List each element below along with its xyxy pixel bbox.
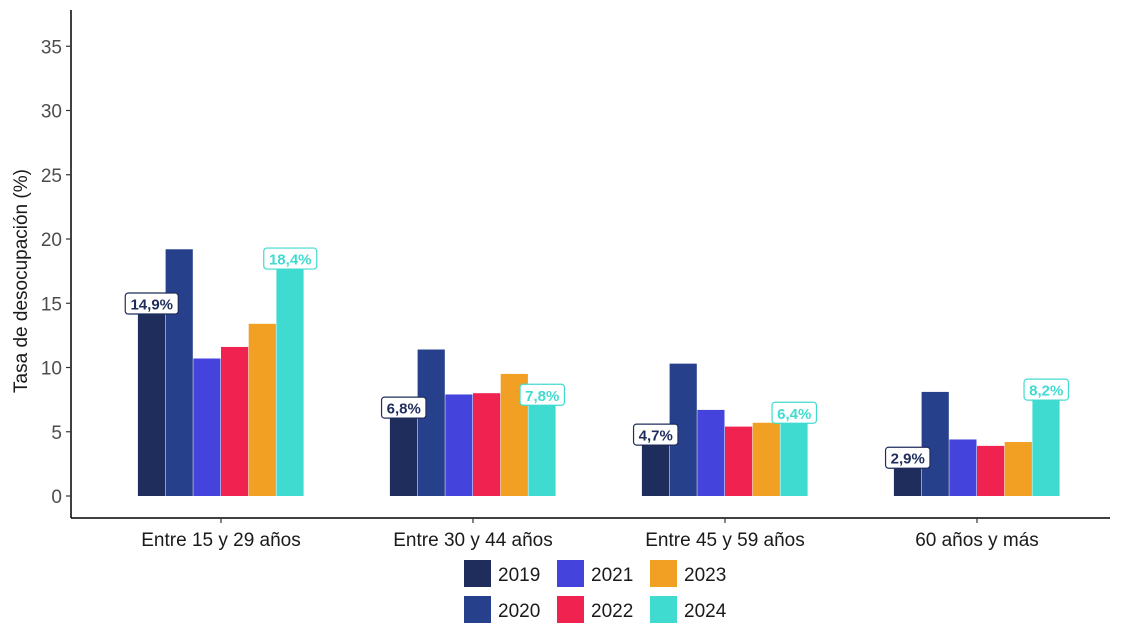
y-tick-label: 20 (41, 230, 62, 251)
bar-2019 (137, 304, 166, 496)
svg-text:2020: 2020 (498, 601, 540, 622)
bar-2019 (389, 408, 418, 496)
svg-text:2023: 2023 (684, 565, 726, 586)
svg-text:6,8%: 6,8% (387, 401, 421, 418)
svg-text:2019: 2019 (498, 565, 540, 586)
bar-2022 (725, 426, 753, 496)
x-tick-label: Entre 15 y 29 años (141, 530, 301, 551)
bar-2021 (193, 358, 221, 496)
bar-2022 (473, 393, 501, 496)
data-label-2019: 14,9% (124, 292, 179, 315)
legend-item-2019: 2019 (464, 560, 540, 587)
svg-text:8,2%: 8,2% (1029, 383, 1063, 400)
y-tick-label: 25 (41, 166, 62, 187)
data-label-2019: 2,9% (884, 446, 931, 469)
svg-text:7,8%: 7,8% (525, 388, 559, 405)
bar-2023 (248, 323, 276, 496)
bar-2024 (780, 413, 808, 496)
bar-2021 (949, 439, 977, 496)
bar-2022 (977, 445, 1005, 496)
legend-item-2021: 2021 (557, 560, 633, 587)
bar-2021 (697, 409, 725, 496)
y-tick-label: 5 (51, 423, 62, 444)
bar-2020 (921, 391, 949, 496)
svg-text:2022: 2022 (591, 601, 633, 622)
x-tick-label: Entre 45 y 59 años (645, 530, 805, 551)
svg-text:2,9%: 2,9% (891, 451, 925, 468)
svg-text:6,4%: 6,4% (777, 406, 811, 423)
svg-text:4,7%: 4,7% (639, 428, 673, 445)
bar-2023 (1004, 442, 1032, 496)
data-label-2024: 18,4% (263, 247, 318, 270)
y-tick-label: 30 (41, 102, 62, 123)
data-label-2019: 4,7% (632, 423, 679, 446)
data-label-2024: 6,4% (771, 401, 818, 424)
y-tick-label: 15 (41, 294, 62, 315)
x-tick-label: Entre 30 y 44 años (393, 530, 553, 551)
bar-2024 (528, 395, 556, 496)
y-tick-label: 0 (51, 487, 62, 508)
legend-item-2020: 2020 (464, 596, 540, 623)
legend-item-2022: 2022 (557, 596, 633, 623)
y-tick-label: 35 (41, 37, 62, 58)
y-tick-label: 10 (41, 359, 62, 380)
bar-2024 (276, 259, 304, 496)
bar-2024 (1032, 390, 1060, 496)
bar-2023 (752, 422, 780, 496)
bar-2020 (417, 349, 445, 496)
data-label-2024: 8,2% (1023, 378, 1070, 401)
x-tick-label: 60 años y más (915, 530, 1039, 551)
svg-text:2024: 2024 (684, 601, 727, 622)
bar-2020 (165, 249, 193, 496)
y-axis-label: Tasa de desocupación (%) (11, 169, 32, 393)
legend-item-2024: 2024 (650, 596, 727, 623)
bar-2022 (221, 346, 249, 496)
svg-text:2021: 2021 (591, 565, 633, 586)
data-label-2019: 6,8% (380, 396, 427, 419)
svg-text:14,9%: 14,9% (130, 297, 173, 314)
svg-text:18,4%: 18,4% (269, 252, 312, 269)
legend-item-2023: 2023 (650, 560, 726, 587)
data-label-2024: 7,8% (519, 383, 566, 406)
bar-2021 (445, 394, 473, 496)
